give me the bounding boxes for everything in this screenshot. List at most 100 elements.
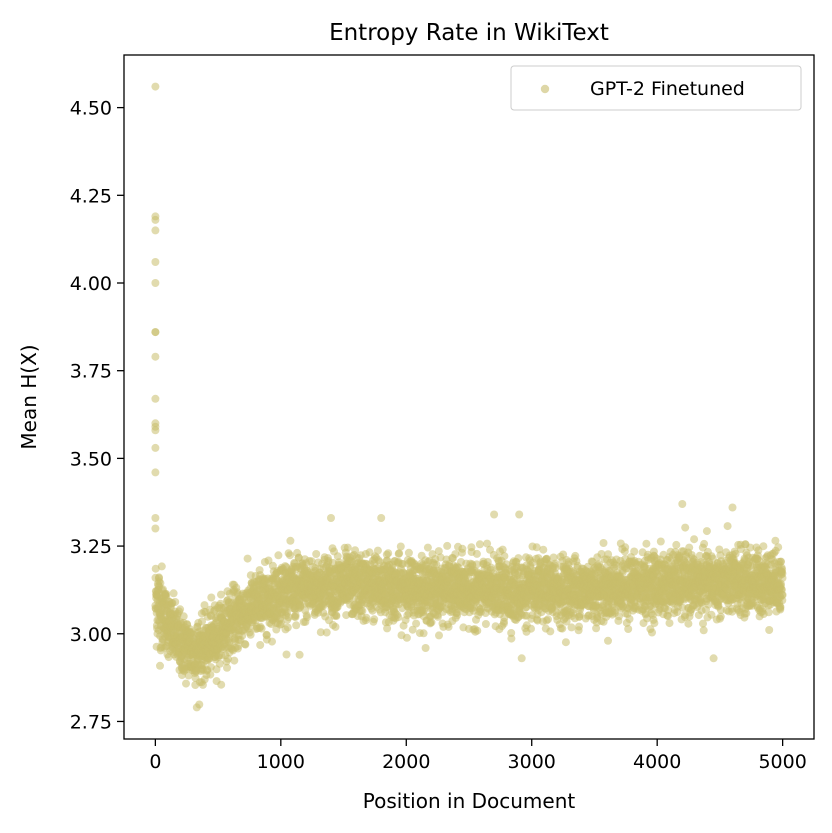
data-point [333, 552, 342, 561]
data-point [286, 551, 294, 560]
data-point [176, 605, 185, 614]
data-point [624, 625, 633, 633]
data-point [443, 541, 452, 550]
data-point [539, 545, 548, 554]
data-point [473, 626, 482, 635]
data-point [156, 579, 165, 588]
data-point [421, 644, 430, 652]
data-point [759, 542, 768, 551]
data-point [332, 612, 341, 620]
data-point [690, 535, 699, 544]
data-point [234, 642, 242, 651]
data-point [156, 661, 164, 670]
data-point [684, 619, 693, 628]
data-point [283, 623, 292, 632]
data-point [630, 547, 639, 556]
data-point [207, 593, 216, 602]
data-point [303, 613, 311, 622]
data-point [723, 522, 732, 531]
data-point [362, 613, 371, 622]
data-point [621, 543, 630, 552]
data-point [394, 613, 403, 622]
data-point [656, 537, 665, 546]
data-point [217, 590, 225, 599]
data-point [274, 551, 283, 560]
data-point [395, 549, 404, 558]
data-point [343, 543, 352, 552]
data-point [551, 564, 560, 573]
data-point [700, 539, 709, 548]
data-point [268, 637, 276, 646]
data-point [681, 523, 690, 532]
data-point [396, 542, 405, 551]
data-point [742, 609, 751, 618]
data-point [200, 601, 209, 610]
data-point [546, 627, 555, 636]
data-point [246, 630, 255, 639]
data-point [625, 615, 634, 623]
data-point [685, 543, 694, 552]
data-point [402, 633, 411, 642]
scatter-points [151, 82, 787, 712]
data-point [312, 550, 321, 558]
data-point [423, 543, 432, 552]
data-point [179, 612, 188, 621]
data-point [507, 634, 516, 643]
data-point [257, 624, 266, 633]
data-point [198, 617, 206, 626]
data-point [404, 548, 413, 557]
data-point [230, 656, 239, 665]
data-point [384, 549, 393, 558]
data-point [665, 619, 674, 628]
data-point [171, 598, 180, 606]
data-point [435, 631, 443, 640]
data-point [561, 638, 570, 647]
data-point [286, 536, 295, 545]
chart-title: Entropy Rate in WikiText [329, 20, 609, 46]
data-point [291, 611, 300, 620]
data-point [292, 621, 301, 630]
data-point [764, 608, 773, 617]
data-point [575, 622, 583, 631]
data-point [451, 550, 460, 559]
data-point [599, 539, 608, 547]
data-point [642, 539, 651, 548]
data-point [481, 620, 490, 628]
data-point [702, 527, 711, 536]
data-point [264, 556, 273, 565]
data-point [256, 641, 265, 649]
data-point [224, 654, 232, 663]
data-point [215, 659, 224, 668]
data-point [648, 628, 656, 637]
data-point [500, 552, 509, 561]
data-point [223, 663, 231, 672]
data-point [331, 622, 340, 631]
data-point [419, 629, 428, 638]
data-point [282, 650, 291, 659]
data-point [472, 549, 481, 558]
data-point [427, 618, 436, 627]
data-point [776, 603, 785, 612]
data-point [316, 628, 325, 637]
data-point [765, 626, 774, 634]
data-point [475, 540, 484, 549]
data-point [514, 554, 523, 563]
data-point [157, 562, 166, 571]
data-point [206, 670, 215, 679]
data-point [169, 589, 178, 598]
data-point [544, 615, 552, 624]
data-point [567, 623, 576, 632]
data-point [217, 680, 226, 689]
data-point [370, 615, 379, 624]
data-point [182, 679, 190, 688]
data-point [458, 544, 467, 553]
data-point [241, 640, 250, 649]
data-point [672, 540, 681, 549]
data-point [284, 613, 293, 622]
data-point [151, 564, 160, 573]
data-point [774, 543, 783, 552]
data-point [373, 546, 382, 555]
data-point [699, 626, 708, 635]
data-point [650, 619, 659, 628]
